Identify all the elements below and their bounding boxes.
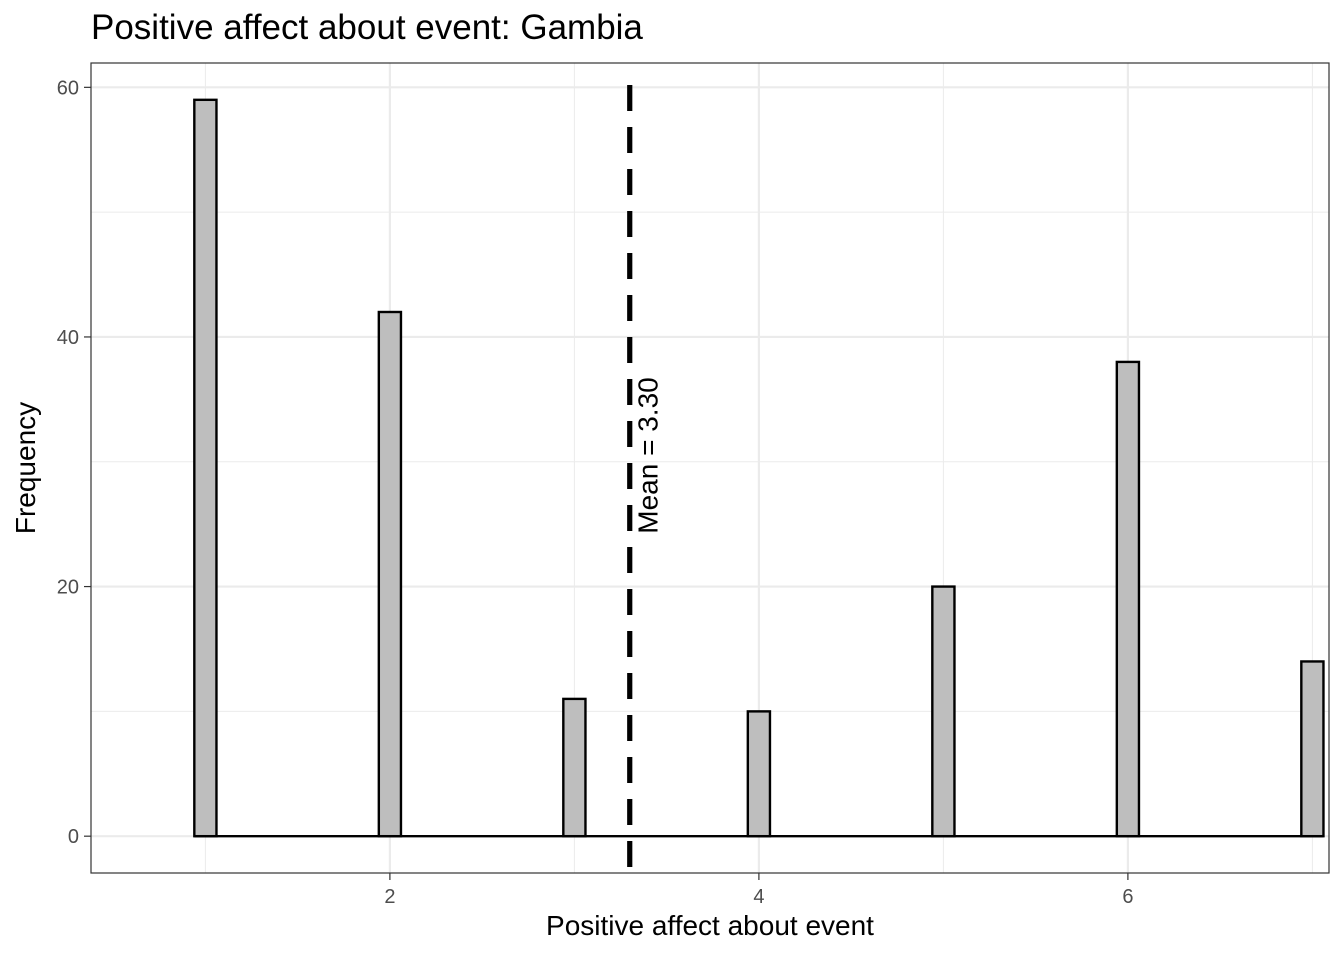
bar-5 (931, 585, 956, 838)
y-tick-label: 20 (57, 577, 79, 599)
bars (193, 98, 1325, 838)
mean-label: Mean = 3.30 (633, 377, 664, 533)
mean-line-group: Mean = 3.30 (627, 85, 664, 873)
x-tick-label: 2 (384, 886, 395, 908)
axis-ticks (84, 86, 1129, 880)
bar-1 (193, 98, 218, 838)
x-tick-label: 4 (753, 886, 764, 908)
y-axis-title: Frequency (10, 401, 41, 535)
major-gridlines (91, 63, 1329, 873)
bar-4 (746, 710, 772, 838)
panel-border (90, 62, 1330, 874)
y-tick-label: 40 (57, 327, 79, 349)
bar-6 (1115, 360, 1141, 838)
y-tick-label: 60 (57, 77, 79, 99)
bar-3 (562, 697, 587, 838)
x-axis-title: Positive affect about event (546, 910, 874, 941)
bar-7 (1300, 660, 1325, 838)
y-tick-label: 0 (68, 826, 79, 848)
x-tick-label: 6 (1122, 886, 1133, 908)
minor-gridlines (91, 63, 1329, 873)
bar-2 (377, 310, 403, 838)
chart-title: Positive affect about event: Gambia (91, 8, 643, 47)
